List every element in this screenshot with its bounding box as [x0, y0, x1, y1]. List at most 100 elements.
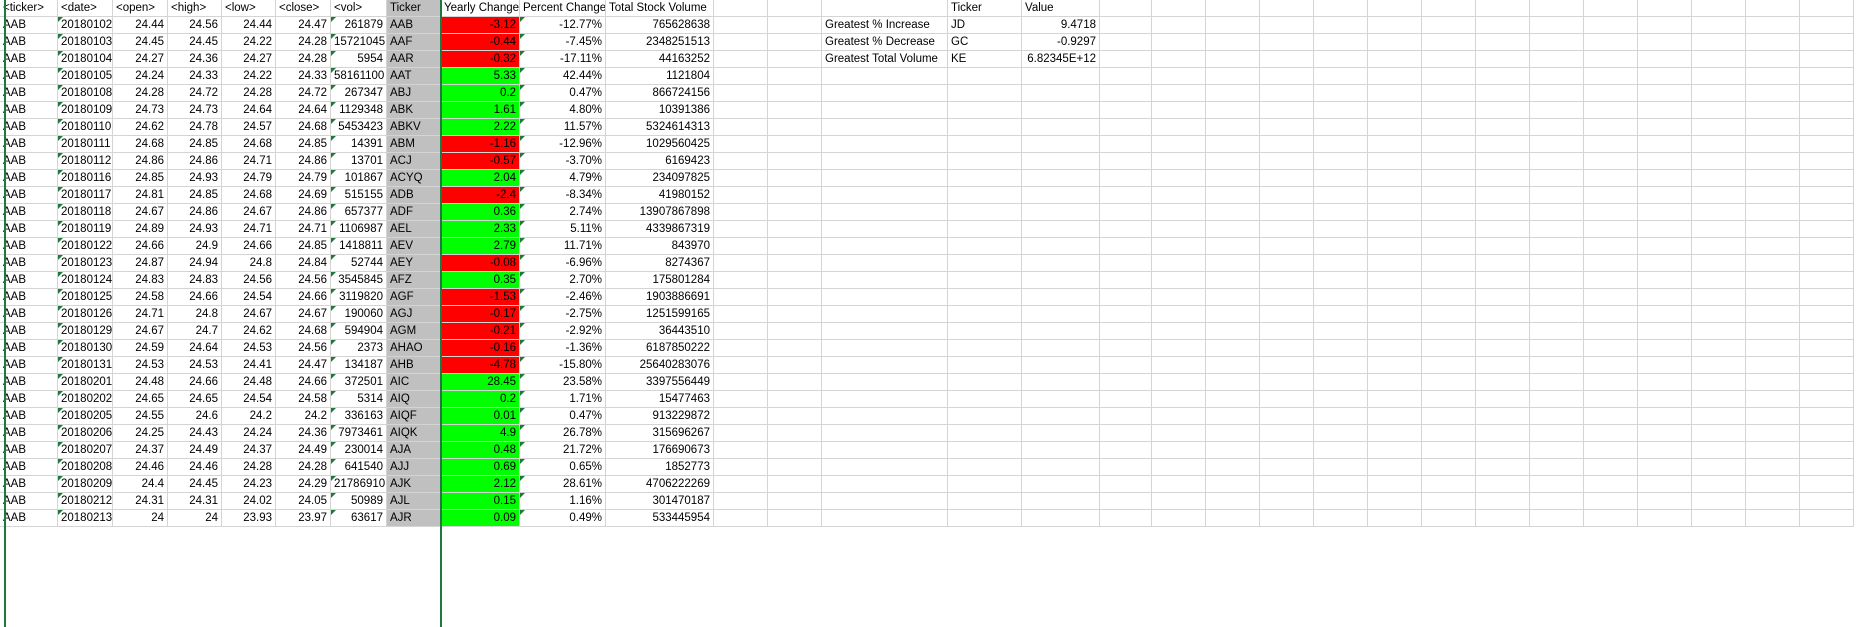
empty-cell[interactable] — [714, 51, 768, 68]
empty-cell[interactable] — [1476, 357, 1530, 374]
empty-cell[interactable] — [1260, 408, 1314, 425]
empty-cell[interactable] — [1692, 323, 1746, 340]
empty-cell[interactable] — [948, 204, 1022, 221]
empty-cell[interactable] — [1368, 51, 1422, 68]
empty-cell[interactable] — [1692, 255, 1746, 272]
col-summary-ticker-cell[interactable]: AIC — [387, 374, 441, 391]
col-yearly-change-cell[interactable]: -0.32 — [441, 51, 520, 68]
empty-cell[interactable] — [1476, 34, 1530, 51]
col-high-cell[interactable]: 24.85 — [168, 187, 222, 204]
col-ticker-cell[interactable]: AAB — [0, 323, 58, 340]
col-vol-cell[interactable]: 190060 — [331, 306, 387, 323]
empty-cell[interactable] — [1368, 459, 1422, 476]
empty-cell[interactable] — [1422, 153, 1476, 170]
col-summary-ticker-cell[interactable]: ABJ — [387, 85, 441, 102]
empty-cell[interactable] — [822, 136, 948, 153]
empty-cell[interactable] — [1800, 238, 1854, 255]
col-date-cell[interactable]: 20180131 — [58, 357, 113, 374]
empty-cell[interactable] — [1022, 238, 1100, 255]
empty-cell[interactable] — [1476, 221, 1530, 238]
empty-cell[interactable] — [1530, 408, 1584, 425]
empty-cell[interactable] — [1314, 221, 1368, 238]
col-yearly-change-cell[interactable]: 0.01 — [441, 408, 520, 425]
col-percent-change-cell[interactable]: -6.96% — [520, 255, 606, 272]
empty-cell[interactable] — [1260, 0, 1314, 17]
empty-cell[interactable] — [1314, 374, 1368, 391]
empty-cell[interactable] — [822, 357, 948, 374]
col-ticker-cell[interactable]: AAB — [0, 289, 58, 306]
empty-cell[interactable] — [1800, 425, 1854, 442]
col-open-cell[interactable]: 24.46 — [113, 459, 168, 476]
empty-cell[interactable] — [1692, 187, 1746, 204]
col-vol-cell[interactable]: 1418811 — [331, 238, 387, 255]
empty-cell[interactable] — [714, 255, 768, 272]
empty-cell[interactable] — [1746, 221, 1800, 238]
empty-cell[interactable] — [1476, 340, 1530, 357]
col-yearly-change-cell[interactable]: 28.45 — [441, 374, 520, 391]
empty-cell[interactable] — [1638, 476, 1692, 493]
empty-cell[interactable] — [1314, 272, 1368, 289]
empty-cell[interactable] — [1206, 85, 1260, 102]
col-ticker-cell[interactable]: AAB — [0, 34, 58, 51]
empty-cell[interactable] — [1152, 391, 1206, 408]
empty-cell[interactable] — [1022, 323, 1100, 340]
col-vol-cell[interactable]: 7973461 — [331, 425, 387, 442]
empty-cell[interactable] — [768, 510, 822, 527]
empty-cell[interactable] — [1476, 0, 1530, 17]
empty-cell[interactable] — [768, 493, 822, 510]
col-ticker-cell[interactable]: AAB — [0, 187, 58, 204]
col-ticker-cell[interactable]: AAB — [0, 510, 58, 527]
col-percent-change-cell[interactable]: -2.75% — [520, 306, 606, 323]
empty-cell[interactable] — [1584, 357, 1638, 374]
empty-cell[interactable] — [1800, 357, 1854, 374]
empty-cell[interactable] — [1022, 204, 1100, 221]
empty-cell[interactable] — [1022, 221, 1100, 238]
empty-cell[interactable] — [1422, 51, 1476, 68]
empty-cell[interactable] — [1368, 323, 1422, 340]
empty-cell[interactable] — [1746, 374, 1800, 391]
col-summary-ticker-cell[interactable]: AGM — [387, 323, 441, 340]
empty-cell[interactable] — [1368, 391, 1422, 408]
col-percent-change-cell[interactable]: 0.49% — [520, 510, 606, 527]
empty-cell[interactable] — [1476, 442, 1530, 459]
col-total-volume-cell[interactable]: 15477463 — [606, 391, 714, 408]
empty-cell[interactable] — [1476, 272, 1530, 289]
empty-cell[interactable] — [822, 85, 948, 102]
col-high-cell[interactable]: 24.33 — [168, 68, 222, 85]
empty-cell[interactable] — [1152, 306, 1206, 323]
col-date-cell[interactable]: 20180104 — [58, 51, 113, 68]
empty-cell[interactable] — [1260, 204, 1314, 221]
empty-cell[interactable] — [1368, 476, 1422, 493]
col-ticker-cell[interactable]: AAB — [0, 204, 58, 221]
col-close-cell[interactable]: 23.97 — [276, 510, 331, 527]
col-percent-change-cell[interactable]: -12.77% — [520, 17, 606, 34]
empty-cell[interactable] — [1206, 323, 1260, 340]
col-percent-change-cell[interactable]: -17.11% — [520, 51, 606, 68]
empty-cell[interactable] — [822, 510, 948, 527]
empty-cell[interactable] — [1692, 221, 1746, 238]
empty-cell[interactable] — [1638, 85, 1692, 102]
empty-cell[interactable] — [714, 476, 768, 493]
empty-cell[interactable] — [1692, 510, 1746, 527]
col-total-volume-cell[interactable]: 25640283076 — [606, 357, 714, 374]
empty-cell[interactable] — [1206, 374, 1260, 391]
empty-cell[interactable] — [1746, 323, 1800, 340]
empty-cell[interactable] — [1584, 221, 1638, 238]
col-close-cell[interactable]: 24.56 — [276, 272, 331, 289]
col-date-cell[interactable]: 20180202 — [58, 391, 113, 408]
empty-cell[interactable] — [1530, 476, 1584, 493]
col-total-volume-cell[interactable]: 10391386 — [606, 102, 714, 119]
col-total-volume-cell[interactable]: 13907867898 — [606, 204, 714, 221]
col-close-cell[interactable]: 24.56 — [276, 340, 331, 357]
empty-cell[interactable] — [1746, 68, 1800, 85]
col-low-cell[interactable]: 24.22 — [222, 34, 276, 51]
col-summary-ticker-cell[interactable]: ABK — [387, 102, 441, 119]
empty-cell[interactable] — [948, 476, 1022, 493]
col-yearly-change-cell[interactable]: -0.08 — [441, 255, 520, 272]
empty-cell[interactable] — [1638, 238, 1692, 255]
empty-cell[interactable] — [1368, 442, 1422, 459]
empty-cell[interactable] — [1152, 493, 1206, 510]
header-col-total-volume[interactable]: Total Stock Volume — [606, 0, 714, 17]
col-low-cell[interactable]: 24.23 — [222, 476, 276, 493]
empty-cell[interactable] — [822, 153, 948, 170]
